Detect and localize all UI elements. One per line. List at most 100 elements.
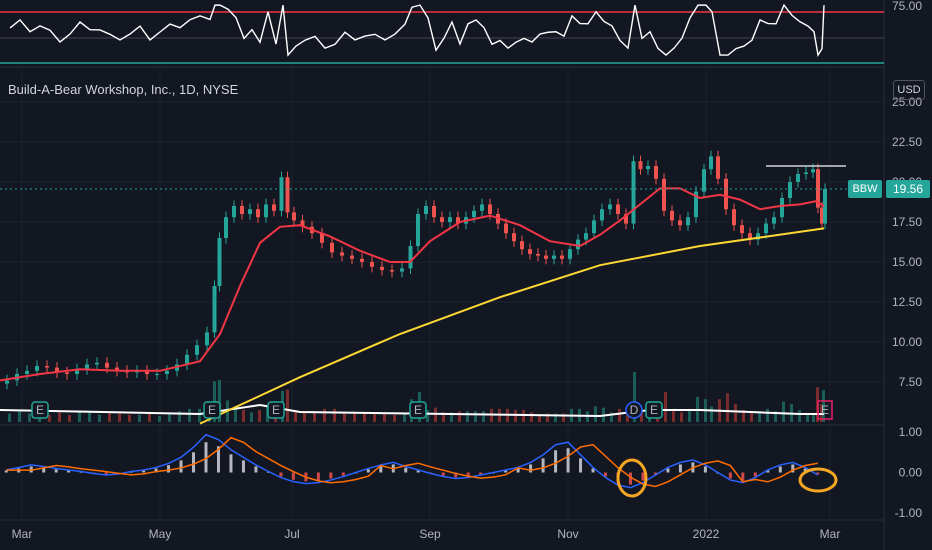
volume-bar bbox=[766, 408, 769, 422]
price-tick-label: 7.50 bbox=[899, 375, 923, 389]
volume-bar bbox=[726, 393, 729, 422]
earnings-marker bbox=[625, 401, 643, 419]
volume-bar bbox=[742, 410, 745, 422]
macd-signal-line bbox=[6, 436, 818, 488]
macd-histogram-bar bbox=[216, 446, 220, 473]
candle-body bbox=[670, 210, 674, 221]
macd-histogram-bar bbox=[766, 470, 770, 473]
macd-histogram-bar bbox=[541, 458, 545, 473]
currency-badge[interactable]: USD bbox=[893, 80, 925, 100]
candle-body bbox=[756, 233, 760, 240]
candle-body bbox=[217, 238, 222, 286]
candle-body bbox=[185, 354, 189, 365]
volume-bar bbox=[323, 408, 326, 422]
macd-histogram-bar bbox=[254, 466, 258, 473]
candle-body bbox=[568, 249, 572, 259]
volume-bar bbox=[482, 411, 485, 422]
macd-histogram-bar bbox=[816, 472, 820, 475]
candle-body bbox=[400, 268, 404, 272]
macd-histogram-bar bbox=[554, 450, 558, 473]
volume-bar bbox=[198, 408, 201, 422]
price-tick-label: 25.00 bbox=[892, 95, 922, 109]
volume-bar bbox=[88, 412, 91, 422]
time-tick-label: Mar bbox=[820, 527, 841, 541]
candle-body bbox=[155, 374, 159, 375]
volume-bar bbox=[68, 414, 71, 422]
macd-histogram-bar bbox=[803, 468, 807, 473]
volume-bar bbox=[58, 412, 61, 422]
earnings-marker bbox=[203, 401, 221, 419]
candle-body bbox=[35, 366, 39, 371]
volume-bar bbox=[474, 411, 477, 422]
volume-bar bbox=[250, 412, 253, 422]
volume-bar bbox=[618, 408, 621, 422]
ma-fast-line bbox=[0, 187, 825, 382]
volume-bar bbox=[546, 413, 549, 422]
volume-bar bbox=[28, 413, 31, 422]
candle-body bbox=[520, 241, 524, 250]
macd-tick-label: 1.00 bbox=[899, 425, 923, 439]
candle-body bbox=[320, 233, 324, 243]
macd-line bbox=[6, 433, 819, 489]
candle-body bbox=[536, 254, 540, 256]
volume-bar bbox=[822, 390, 825, 422]
candle-body bbox=[552, 255, 556, 259]
macd-histogram-bar bbox=[67, 470, 71, 473]
macd-tick-label: -1.00 bbox=[895, 506, 923, 520]
volume-bar bbox=[734, 404, 737, 422]
candle-body bbox=[740, 225, 744, 234]
macd-histogram-bar bbox=[167, 465, 171, 473]
candle-body bbox=[370, 262, 374, 267]
volume-bar bbox=[554, 413, 557, 422]
macd-histogram-bar bbox=[703, 466, 707, 473]
candle-body bbox=[390, 270, 394, 272]
volume-bar bbox=[373, 412, 376, 422]
macd-histogram-bar bbox=[379, 466, 383, 473]
candle-body bbox=[272, 204, 276, 211]
volume-bar bbox=[294, 410, 297, 422]
candle-body bbox=[709, 156, 713, 170]
volume-bar bbox=[168, 413, 171, 422]
candle-body bbox=[592, 220, 596, 234]
candle-body bbox=[456, 217, 460, 224]
candle-body bbox=[504, 223, 508, 234]
macd-tick-label: 0.00 bbox=[899, 466, 923, 480]
volume-bar bbox=[353, 413, 356, 422]
macd-histogram-bar bbox=[42, 467, 46, 473]
macd-histogram-bar bbox=[753, 472, 757, 477]
macd-histogram-bar bbox=[628, 472, 632, 485]
candle-body bbox=[480, 204, 484, 211]
volume-bar bbox=[610, 412, 613, 422]
candle-body bbox=[780, 198, 784, 218]
volume-bar bbox=[343, 413, 346, 422]
macd-histogram-bar bbox=[516, 468, 520, 473]
candle-body bbox=[694, 191, 698, 218]
candle-body bbox=[716, 156, 720, 179]
candle-body bbox=[360, 258, 364, 262]
macd-histogram-bar bbox=[142, 470, 146, 473]
volume-bar bbox=[672, 408, 675, 422]
candle-body bbox=[654, 166, 658, 179]
volume-bar bbox=[758, 411, 761, 422]
macd-histogram-bar bbox=[591, 468, 595, 473]
volume-bar bbox=[514, 410, 517, 422]
candle-body bbox=[350, 255, 354, 259]
candle-body bbox=[424, 206, 428, 214]
macd-histogram-bar bbox=[229, 454, 233, 473]
volume-bar bbox=[562, 413, 565, 422]
macd-histogram-bar bbox=[54, 469, 58, 473]
candle-body bbox=[165, 370, 169, 374]
upcoming-earnings-label: E bbox=[821, 403, 829, 417]
volume-bar bbox=[138, 414, 141, 422]
volume-bar bbox=[363, 413, 366, 422]
macd-histogram-bar bbox=[529, 464, 533, 473]
volume-bar bbox=[774, 411, 777, 422]
candle-body bbox=[285, 177, 290, 213]
macd-histogram-bar bbox=[179, 460, 183, 473]
candle-body bbox=[195, 345, 199, 355]
candle-body bbox=[232, 206, 236, 218]
volume-bar bbox=[393, 414, 396, 422]
macd-histogram-bar bbox=[416, 470, 420, 473]
volume-bar bbox=[530, 412, 533, 422]
